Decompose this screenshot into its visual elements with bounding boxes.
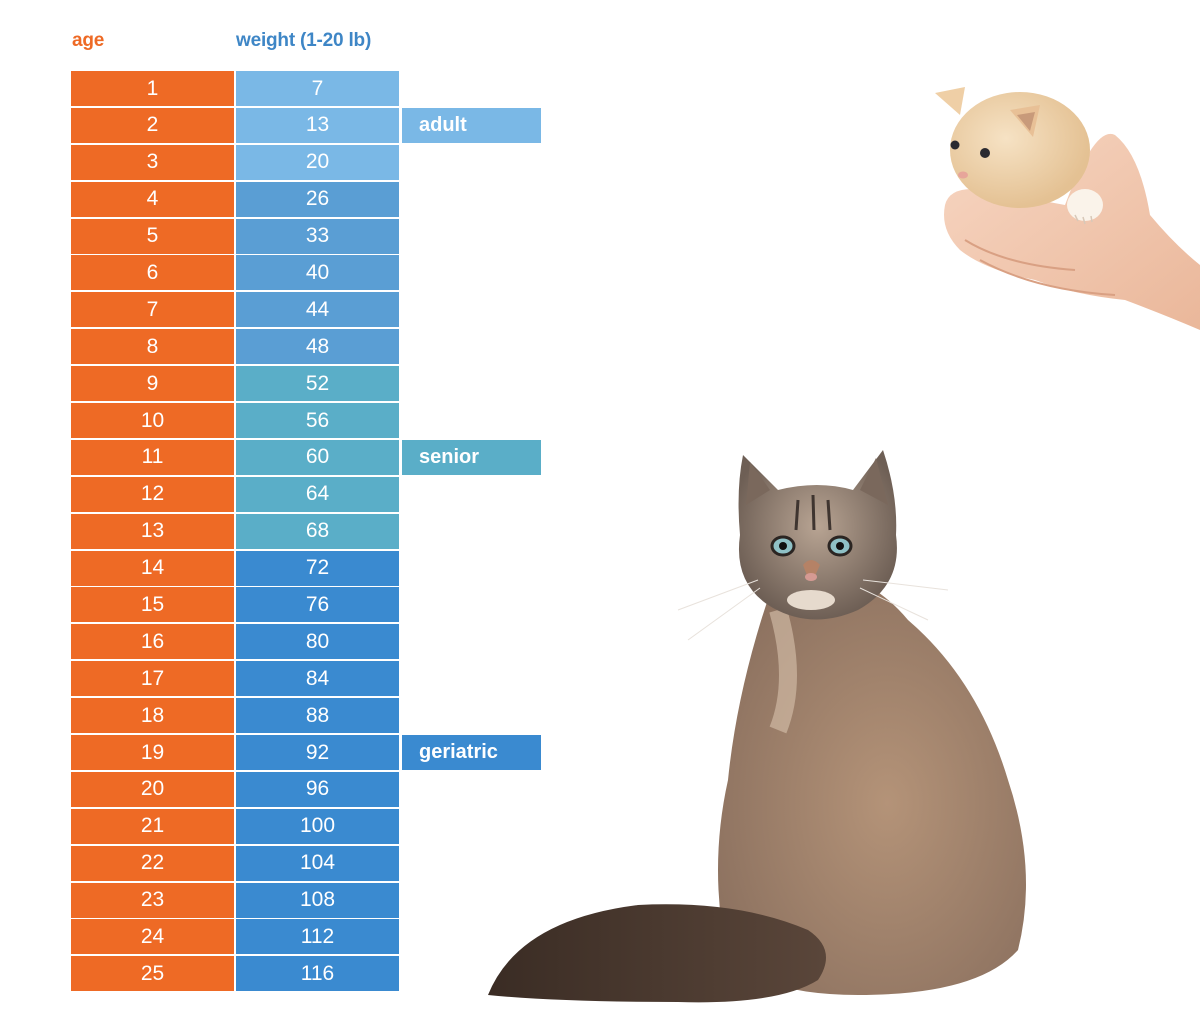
age-column-header: age bbox=[72, 30, 105, 51]
table-row: 20 96 bbox=[71, 771, 401, 809]
age-weight-table: 1 7 2 13 adult 3 20 4 26 5 33 6 40 7 44 8 48 9 52 10 56 11 60 s… bbox=[71, 71, 541, 993]
table-row: 25 116 bbox=[71, 956, 401, 993]
table-row: 6 40 bbox=[71, 255, 401, 292]
weight-cell: 56 bbox=[236, 403, 399, 439]
weight-cell: 104 bbox=[236, 845, 399, 881]
age-cell: 2 bbox=[71, 107, 234, 143]
table-row: 24 112 bbox=[71, 919, 401, 956]
age-cell: 4 bbox=[71, 181, 234, 217]
age-cell: 8 bbox=[71, 329, 234, 365]
age-cell: 22 bbox=[71, 845, 234, 881]
table-row: 21 100 bbox=[71, 808, 401, 846]
age-cell: 23 bbox=[71, 882, 234, 918]
weight-cell: 64 bbox=[236, 476, 399, 512]
weight-cell: 112 bbox=[236, 919, 399, 955]
weight-cell: 20 bbox=[236, 144, 399, 180]
weight-cell: 108 bbox=[236, 882, 399, 918]
age-cell: 11 bbox=[71, 439, 234, 475]
age-cell: 21 bbox=[71, 808, 234, 844]
weight-cell: 84 bbox=[236, 661, 399, 697]
table-row: 7 44 bbox=[71, 292, 401, 329]
age-cell: 18 bbox=[71, 698, 234, 734]
age-cell: 7 bbox=[71, 292, 234, 328]
table-row: 9 52 bbox=[71, 366, 401, 403]
weight-cell: 72 bbox=[236, 550, 399, 586]
weight-cell: 13 bbox=[236, 107, 399, 143]
table-row: 17 84 bbox=[71, 661, 401, 698]
weight-cell: 52 bbox=[236, 366, 399, 402]
table-row: 3 20 bbox=[71, 144, 401, 182]
weight-cell: 40 bbox=[236, 255, 399, 291]
table-row: 18 88 bbox=[71, 698, 401, 735]
weight-cell: 88 bbox=[236, 698, 399, 734]
table-row: 12 64 bbox=[71, 476, 401, 514]
table-row: 14 72 bbox=[71, 550, 401, 588]
table-row: 22 104 bbox=[71, 845, 401, 883]
age-cell: 1 bbox=[71, 71, 234, 106]
table-row: 4 26 bbox=[71, 181, 401, 219]
weight-cell: 100 bbox=[236, 808, 399, 844]
weight-cell: 60 bbox=[236, 439, 399, 475]
weight-cell: 48 bbox=[236, 329, 399, 365]
age-cell: 3 bbox=[71, 144, 234, 180]
age-cell: 10 bbox=[71, 403, 234, 439]
weight-column-header: weight (1-20 lb) bbox=[236, 30, 372, 51]
weight-cell: 33 bbox=[236, 218, 399, 254]
weight-cell: 76 bbox=[236, 587, 399, 623]
weight-cell: 26 bbox=[236, 181, 399, 217]
age-cell: 19 bbox=[71, 735, 234, 771]
adult-cat-photo bbox=[488, 450, 1026, 1003]
life-stage-label-senior: senior bbox=[402, 439, 541, 475]
table-row: 5 33 bbox=[71, 218, 401, 256]
weight-cell: 44 bbox=[236, 292, 399, 328]
weight-cell: 96 bbox=[236, 771, 399, 807]
life-stage-label-adult: adult bbox=[402, 107, 541, 143]
table-row: 11 60 senior bbox=[71, 439, 541, 477]
kitten-in-hand-photo bbox=[935, 87, 1200, 330]
weight-cell: 68 bbox=[236, 513, 399, 549]
table-row: 2 13 adult bbox=[71, 107, 541, 145]
age-cell: 20 bbox=[71, 771, 234, 807]
table-row: 19 92 geriatric bbox=[71, 735, 541, 772]
age-cell: 6 bbox=[71, 255, 234, 291]
weight-cell: 116 bbox=[236, 956, 399, 992]
age-cell: 14 bbox=[71, 550, 234, 586]
weight-cell: 80 bbox=[236, 624, 399, 660]
age-cell: 25 bbox=[71, 956, 234, 992]
table-row: 23 108 bbox=[71, 882, 401, 920]
life-stage-label-geriatric: geriatric bbox=[402, 735, 541, 771]
age-cell: 24 bbox=[71, 919, 234, 955]
age-cell: 13 bbox=[71, 513, 234, 549]
table-row: 15 76 bbox=[71, 587, 401, 624]
table-row: 16 80 bbox=[71, 624, 401, 661]
age-cell: 5 bbox=[71, 218, 234, 254]
age-cell: 17 bbox=[71, 661, 234, 697]
weight-cell: 7 bbox=[236, 71, 399, 106]
age-cell: 12 bbox=[71, 476, 234, 512]
table-row: 13 68 bbox=[71, 513, 401, 551]
weight-cell: 92 bbox=[236, 735, 399, 771]
table-row: 10 56 bbox=[71, 403, 401, 440]
age-cell: 16 bbox=[71, 624, 234, 660]
age-cell: 15 bbox=[71, 587, 234, 623]
table-row: 8 48 bbox=[71, 329, 401, 366]
age-cell: 9 bbox=[71, 366, 234, 402]
